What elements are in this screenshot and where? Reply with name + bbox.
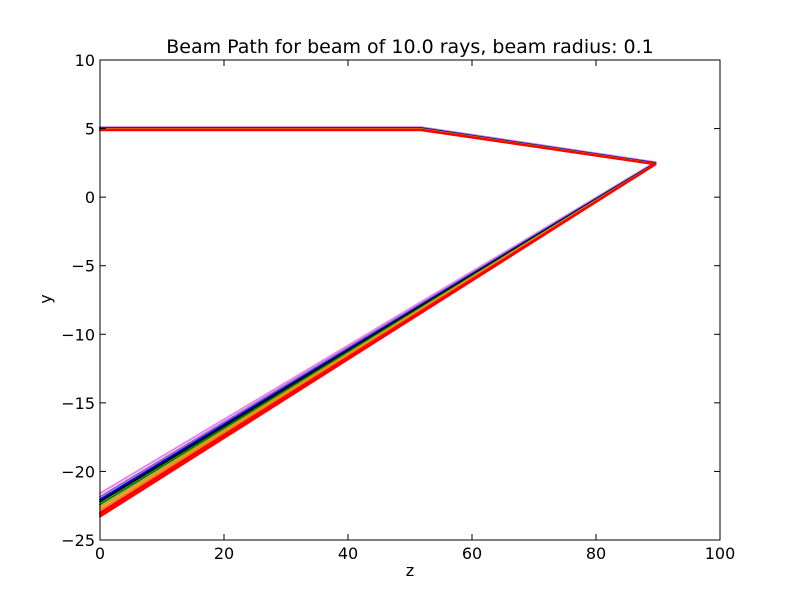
x-tick-label: 20 <box>214 544 234 563</box>
y-tick-label: 10 <box>75 51 95 70</box>
y-tick-label: 5 <box>85 120 95 139</box>
x-tick-label: 0 <box>95 544 105 563</box>
y-tick-label: −5 <box>71 257 95 276</box>
y-axis-label: y <box>36 294 55 303</box>
x-tick-label: 100 <box>705 544 736 563</box>
x-tick-label: 40 <box>338 544 358 563</box>
y-tick-label: −20 <box>61 462 95 481</box>
y-tick-label: −25 <box>61 531 95 550</box>
x-tick-label: 60 <box>462 544 482 563</box>
y-tick-label: −15 <box>61 394 95 413</box>
x-axis-label: z <box>406 561 414 580</box>
chart-title: Beam Path for beam of 10.0 rays, beam ra… <box>166 36 654 58</box>
plot-background <box>100 60 720 540</box>
plot-area <box>100 60 720 540</box>
x-tick-label: 80 <box>586 544 606 563</box>
y-tick-label: −10 <box>61 325 95 344</box>
y-tick-label: 0 <box>85 188 95 207</box>
